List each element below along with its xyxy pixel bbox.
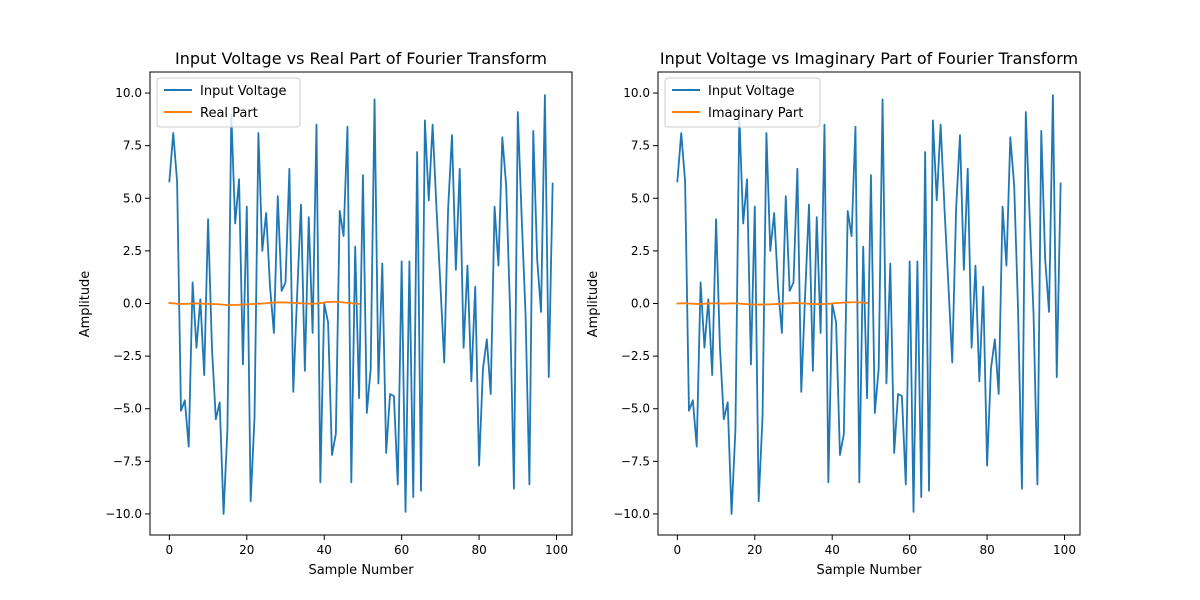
y-axis-label: Amplitude xyxy=(78,271,93,338)
x-axis-ticks: 0 20 40 60 80 100 xyxy=(166,535,568,557)
y-tick-label: 0.0 xyxy=(123,297,142,311)
legend: Input Voltage Real Part xyxy=(156,77,301,128)
y-tick-label: 2.5 xyxy=(123,244,142,258)
y-axis-label: Amplitude xyxy=(586,271,601,338)
y-tick-label: −5.0 xyxy=(113,402,142,416)
x-axis-ticks: 0 20 40 60 80 100 xyxy=(674,535,1076,557)
x-tick-label: 80 xyxy=(471,543,486,557)
legend-label-input-voltage: Input Voltage xyxy=(708,84,795,99)
y-tick-label: −2.5 xyxy=(113,349,142,363)
legend-box xyxy=(664,77,821,128)
y-tick-label: −10.0 xyxy=(105,507,142,521)
series-line-imaginary-part xyxy=(676,301,869,306)
x-tick-label: 40 xyxy=(317,543,332,557)
legend: Input Voltage Imaginary Part xyxy=(664,77,821,128)
y-tick-label: −2.5 xyxy=(621,349,650,363)
y-tick-label: 10.0 xyxy=(623,86,650,100)
x-tick-label: 100 xyxy=(1053,543,1076,557)
chart-imaginary-part: Input Voltage vs Imaginary Part of Fouri… xyxy=(586,49,1081,578)
x-tick-label: 20 xyxy=(239,543,254,557)
chart-title: Input Voltage vs Imaginary Part of Fouri… xyxy=(660,49,1078,68)
y-axis-ticks: −10.0 −7.5 −5.0 −2.5 0.0 2.5 5.0 7.5 10.0 xyxy=(105,86,150,521)
y-tick-label: 2.5 xyxy=(631,244,650,258)
y-tick-label: 7.5 xyxy=(123,139,142,153)
y-tick-label: −7.5 xyxy=(621,454,650,468)
legend-label-real-part: Real Part xyxy=(200,106,258,121)
y-axis-ticks: −10.0 −7.5 −5.0 −2.5 0.0 2.5 5.0 7.5 10.0 xyxy=(613,86,658,521)
legend-label-input-voltage: Input Voltage xyxy=(200,84,287,99)
x-tick-label: 20 xyxy=(747,543,762,557)
y-tick-label: −5.0 xyxy=(621,402,650,416)
y-tick-label: 5.0 xyxy=(123,191,142,205)
x-axis-label: Sample Number xyxy=(308,563,414,578)
x-tick-label: 100 xyxy=(545,543,568,557)
legend-label-imaginary-part: Imaginary Part xyxy=(708,106,803,121)
chart-real-part: Input Voltage vs Real Part of Fourier Tr… xyxy=(78,49,573,578)
x-tick-label: 80 xyxy=(979,543,994,557)
y-tick-label: 7.5 xyxy=(631,139,650,153)
legend-box xyxy=(156,77,301,128)
series-line-real-part xyxy=(168,300,361,306)
y-tick-label: −10.0 xyxy=(613,507,650,521)
chart-title: Input Voltage vs Real Part of Fourier Tr… xyxy=(175,49,547,68)
x-axis-label: Sample Number xyxy=(816,563,922,578)
series-line-input-voltage xyxy=(168,94,554,515)
x-tick-label: 0 xyxy=(674,543,682,557)
series-layer xyxy=(168,94,554,515)
y-tick-label: 0.0 xyxy=(631,297,650,311)
y-tick-label: 5.0 xyxy=(631,191,650,205)
x-tick-label: 40 xyxy=(825,543,840,557)
x-tick-label: 60 xyxy=(394,543,409,557)
x-tick-label: 0 xyxy=(166,543,174,557)
y-tick-label: 10.0 xyxy=(115,86,142,100)
series-line-input-voltage xyxy=(676,94,1062,515)
series-layer xyxy=(676,94,1062,515)
y-tick-label: −7.5 xyxy=(113,454,142,468)
x-tick-label: 60 xyxy=(902,543,917,557)
